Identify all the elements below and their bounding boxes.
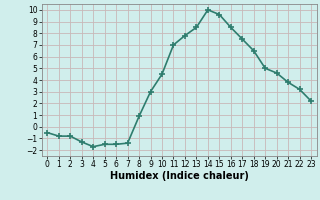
X-axis label: Humidex (Indice chaleur): Humidex (Indice chaleur) xyxy=(110,171,249,181)
